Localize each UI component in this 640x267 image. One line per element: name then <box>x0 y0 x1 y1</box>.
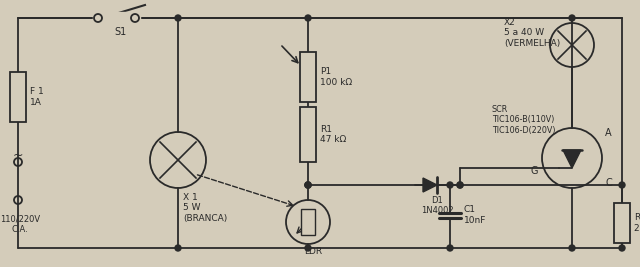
Circle shape <box>619 245 625 251</box>
Circle shape <box>305 182 311 188</box>
Circle shape <box>457 182 463 188</box>
Circle shape <box>619 182 625 188</box>
Text: 110/220V
C.A.: 110/220V C.A. <box>0 215 40 234</box>
Text: X 1
5 W
(BRANCA): X 1 5 W (BRANCA) <box>183 193 227 223</box>
Bar <box>93 12 140 24</box>
Text: D1
1N4002: D1 1N4002 <box>421 196 454 215</box>
Text: R2
22 kΩ: R2 22 kΩ <box>634 213 640 233</box>
Circle shape <box>305 182 311 188</box>
Polygon shape <box>563 150 581 168</box>
Text: LDR: LDR <box>304 247 322 256</box>
Bar <box>300 52 316 102</box>
Bar <box>10 72 26 122</box>
Text: SCR
TIC106-B(110V)
TIC106-D(220V): SCR TIC106-B(110V) TIC106-D(220V) <box>492 105 556 135</box>
Circle shape <box>569 15 575 21</box>
Circle shape <box>447 245 453 251</box>
Bar <box>614 203 630 243</box>
Polygon shape <box>423 178 437 192</box>
Text: F 1
1A: F 1 1A <box>30 87 44 107</box>
Circle shape <box>305 182 311 188</box>
Bar <box>301 209 315 235</box>
Text: A: A <box>605 128 612 138</box>
Circle shape <box>175 245 181 251</box>
Circle shape <box>569 245 575 251</box>
Circle shape <box>457 182 463 188</box>
Circle shape <box>175 15 181 21</box>
Text: C: C <box>605 178 612 188</box>
Circle shape <box>305 15 311 21</box>
Text: S1: S1 <box>115 27 127 37</box>
Text: C1
10nF: C1 10nF <box>464 205 486 225</box>
Circle shape <box>305 245 311 251</box>
Text: P1
100 kΩ: P1 100 kΩ <box>320 67 352 87</box>
Text: ~: ~ <box>13 148 23 162</box>
Text: R1
47 kΩ: R1 47 kΩ <box>320 125 346 144</box>
Bar <box>300 107 316 162</box>
Circle shape <box>447 182 453 188</box>
Text: G: G <box>531 166 538 176</box>
Text: X2
5 a 40 W
(VERMELHA): X2 5 a 40 W (VERMELHA) <box>504 18 560 48</box>
